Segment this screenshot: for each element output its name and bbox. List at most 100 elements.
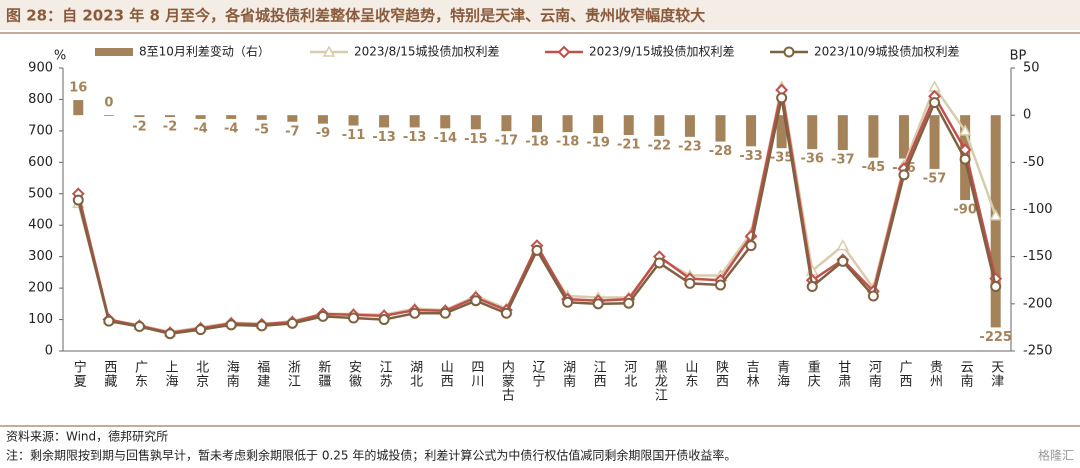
x-tick-label: 黑龙江	[652, 360, 668, 402]
chart-title: 图 28：自 2023 年 8 月至今，各省城投债利差整体呈收窄趋势，特别是天津…	[6, 7, 705, 25]
y-tick-label: 100	[28, 312, 53, 327]
marker	[164, 328, 176, 340]
value-label: -45	[862, 160, 886, 175]
marker	[837, 255, 849, 267]
y-tick-label: 900	[28, 61, 53, 76]
title-band	[0, 0, 1080, 30]
x-tick-label: 江西	[591, 360, 607, 388]
bar	[226, 115, 237, 119]
legend-swatch	[95, 48, 133, 56]
marker	[562, 296, 574, 308]
bar	[287, 115, 298, 122]
x-tick-label: 新疆	[315, 359, 331, 388]
x-tick-label: 江苏	[377, 360, 393, 388]
x-tick-label: 青海	[774, 360, 790, 388]
y2-tick-label: -150	[1023, 249, 1053, 264]
bar	[165, 115, 176, 118]
marker	[439, 307, 451, 319]
value-label: -4	[224, 121, 238, 136]
bar	[990, 115, 1001, 328]
y2-axis-label: BP	[1010, 49, 1027, 64]
y-tick-label: 0	[45, 344, 53, 359]
note: 注：剩余期限按到期与回售孰早计，暂未考虑剩余期限低于 0.25 年的城投债；利差…	[6, 448, 736, 463]
bar	[837, 115, 848, 151]
value-label: -22	[648, 138, 672, 153]
legend-label: 8至10月利差变动（右）	[139, 44, 270, 59]
y-tick-label: 700	[28, 123, 53, 138]
value-label: -13	[403, 130, 427, 145]
bar	[470, 115, 481, 130]
value-label: -13	[372, 130, 396, 145]
marker	[776, 92, 788, 104]
x-tick-label: 内蒙古	[499, 359, 514, 402]
value-label: -7	[285, 124, 299, 139]
x-tick-label: 广东	[132, 360, 148, 388]
value-label: -18	[556, 135, 580, 150]
y2-tick-label: -100	[1023, 202, 1053, 217]
marker	[653, 257, 665, 269]
y2-tick-label: -50	[1023, 155, 1044, 170]
bar	[898, 115, 909, 159]
value-label: -2	[163, 120, 177, 135]
bar	[409, 115, 420, 128]
value-label: -225	[979, 330, 1012, 345]
bar	[562, 115, 573, 133]
value-label: -90	[953, 203, 977, 218]
marker	[836, 239, 850, 251]
bar	[623, 115, 634, 135]
marker	[256, 320, 268, 332]
marker	[500, 307, 512, 319]
bar	[501, 115, 512, 132]
x-tick-label: 海南	[224, 360, 240, 388]
bar	[379, 115, 390, 128]
marker	[592, 298, 604, 310]
value-label: -21	[617, 137, 641, 152]
bar	[195, 115, 206, 119]
bar	[134, 115, 145, 118]
y-axis-label: %	[54, 49, 66, 64]
y-tick-label: 200	[28, 281, 53, 296]
marker	[623, 297, 635, 309]
y2-tick-label: 50	[1023, 61, 1040, 76]
value-label: -19	[586, 136, 610, 151]
marker	[348, 312, 360, 324]
value-label: -17	[495, 134, 519, 149]
bar	[715, 115, 726, 142]
x-tick-label: 北京	[193, 360, 209, 388]
x-tick-label: 辽宁	[530, 360, 546, 388]
x-tick-label: 天津	[988, 360, 1004, 388]
marker	[806, 281, 818, 293]
legend-marker	[322, 45, 336, 57]
legend-marker	[783, 46, 795, 58]
bar	[746, 115, 757, 147]
x-tick-label: 贵州	[927, 360, 943, 388]
source: 资料来源：Wind，德邦研究所	[6, 429, 168, 444]
marker	[867, 290, 879, 302]
x-tick-label: 重庆	[805, 359, 821, 388]
marker	[225, 319, 237, 331]
x-tick-label: 吉林	[744, 360, 760, 388]
value-label: -15	[464, 132, 488, 147]
x-tick-label: 云南	[958, 360, 974, 388]
bar	[654, 115, 665, 136]
marker	[898, 169, 910, 181]
bar	[929, 115, 940, 169]
marker	[745, 240, 757, 252]
legend-label: 2023/9/15城投债加权利差	[589, 44, 735, 59]
bar	[684, 115, 695, 137]
marker	[929, 97, 941, 109]
value-label: -23	[678, 139, 702, 154]
marker	[531, 244, 543, 256]
value-label: 0	[104, 96, 113, 111]
x-tick-label: 甘肃	[835, 360, 851, 388]
bar	[73, 100, 84, 116]
x-tick-label: 浙江	[285, 360, 301, 388]
x-tick-label: 山西	[438, 360, 454, 388]
bar	[532, 115, 542, 133]
y-tick-label: 600	[28, 155, 53, 170]
marker	[317, 310, 329, 322]
value-label: 16	[69, 81, 87, 96]
y2-tick-label: -200	[1023, 296, 1053, 311]
marker	[990, 281, 1002, 293]
